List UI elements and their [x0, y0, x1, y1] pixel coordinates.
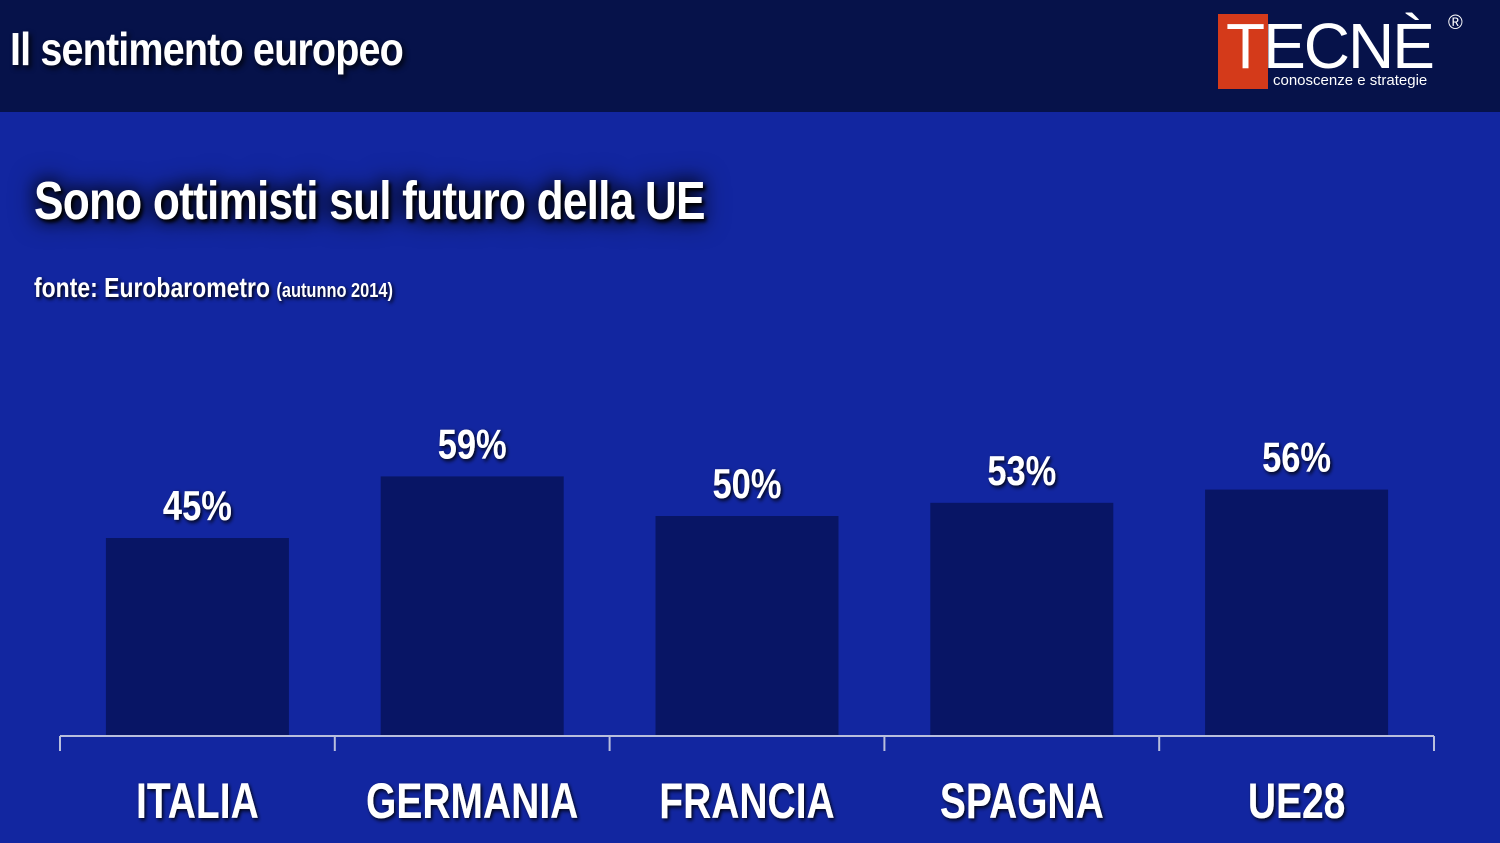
bar-francia: [655, 516, 839, 736]
logo-tagline: conoscenze e strategie: [1273, 72, 1428, 89]
category-label: GERMANIA: [366, 772, 578, 829]
bar-ue28: [1205, 489, 1389, 736]
value-label: 59%: [438, 421, 507, 468]
logo-wordmark: TECNÈ: [1226, 10, 1435, 82]
source-text: fonte: Eurobarometro: [34, 272, 270, 303]
value-label: 56%: [1262, 434, 1331, 481]
tecne-logo: TECNÈ ® conoscenze e strategie: [1218, 12, 1478, 92]
page-title: Il sentimento europeo: [10, 23, 404, 75]
chart-title: Sono ottimisti sul futuro della UE: [34, 171, 706, 231]
bar-spagna: [930, 502, 1114, 736]
source-note: (autunno 2014): [276, 280, 394, 302]
registered-mark: ®: [1448, 12, 1463, 34]
category-label: FRANCIA: [659, 772, 834, 829]
logo-red-block: [1218, 14, 1268, 89]
category-label: UE28: [1248, 772, 1346, 829]
category-label: ITALIA: [136, 772, 259, 829]
chart-source: fonte: Eurobarometro (autunno 2014): [34, 272, 393, 304]
value-label: 50%: [713, 461, 782, 508]
value-label: 45%: [163, 483, 232, 530]
category-label: SPAGNA: [940, 772, 1104, 829]
header-bar: Il sentimento europeo TECNÈ ® conoscenze…: [0, 0, 1500, 112]
bar-germania: [380, 476, 564, 736]
value-label: 53%: [987, 448, 1056, 495]
bar-italia: [105, 538, 289, 736]
